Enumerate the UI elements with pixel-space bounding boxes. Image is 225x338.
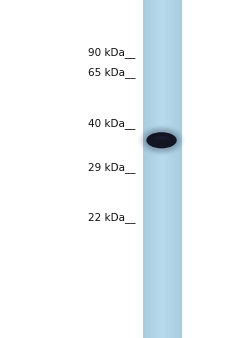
Bar xyxy=(181,0,182,338)
Bar xyxy=(157,0,158,338)
Bar xyxy=(175,0,176,338)
Bar xyxy=(179,0,180,338)
Bar xyxy=(171,0,172,338)
Bar xyxy=(161,0,162,338)
Bar xyxy=(177,0,178,338)
Bar xyxy=(160,0,161,338)
Text: 65 kDa__: 65 kDa__ xyxy=(88,67,135,78)
Bar xyxy=(156,0,157,338)
Bar xyxy=(170,0,171,338)
Bar xyxy=(148,0,149,338)
Bar xyxy=(153,0,154,338)
Bar xyxy=(149,0,150,338)
Bar xyxy=(145,0,146,338)
Bar xyxy=(164,0,165,338)
Bar xyxy=(163,0,164,338)
Bar xyxy=(177,0,178,338)
Text: 29 kDa__: 29 kDa__ xyxy=(88,162,135,173)
Bar xyxy=(151,0,152,338)
Bar xyxy=(155,0,156,338)
Bar xyxy=(162,0,163,338)
Bar xyxy=(154,0,155,338)
Text: 90 kDa__: 90 kDa__ xyxy=(88,47,135,58)
Ellipse shape xyxy=(146,132,177,148)
Bar xyxy=(178,0,179,338)
Bar xyxy=(152,0,153,338)
Bar xyxy=(158,0,159,338)
Bar xyxy=(168,0,169,338)
Bar xyxy=(173,0,174,338)
Bar xyxy=(146,0,147,338)
Bar xyxy=(166,0,167,338)
Bar xyxy=(174,0,175,338)
Bar xyxy=(180,0,181,338)
Bar xyxy=(172,0,173,338)
Bar xyxy=(167,0,168,338)
Bar xyxy=(167,0,168,338)
Ellipse shape xyxy=(154,136,169,140)
Bar xyxy=(158,0,159,338)
Text: 40 kDa__: 40 kDa__ xyxy=(88,118,135,129)
Bar xyxy=(171,0,172,338)
Ellipse shape xyxy=(145,130,178,151)
Bar xyxy=(178,0,179,338)
Bar xyxy=(147,0,148,338)
Bar xyxy=(144,0,145,338)
Bar xyxy=(149,0,150,338)
Bar xyxy=(169,0,170,338)
Bar xyxy=(147,0,148,338)
Bar xyxy=(160,0,161,338)
Text: 22 kDa__: 22 kDa__ xyxy=(88,213,135,223)
Bar xyxy=(169,0,170,338)
Bar xyxy=(176,0,177,338)
Bar xyxy=(165,0,166,338)
Bar xyxy=(180,0,181,338)
Ellipse shape xyxy=(144,129,179,151)
Bar xyxy=(150,0,151,338)
Bar xyxy=(175,0,176,338)
Bar xyxy=(159,0,160,338)
Bar xyxy=(143,0,144,338)
